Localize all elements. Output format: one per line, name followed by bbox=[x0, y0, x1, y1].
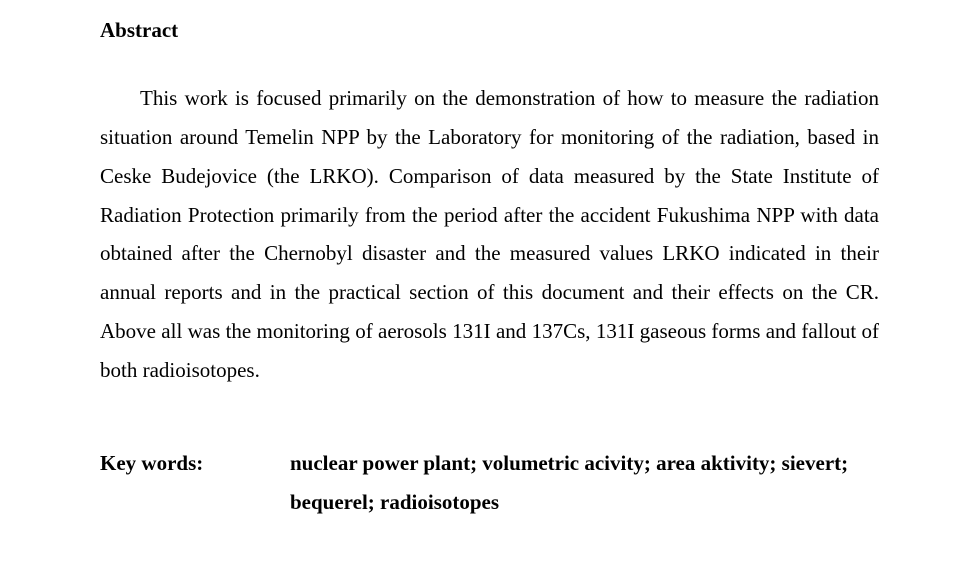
abstract-heading: Abstract bbox=[100, 18, 879, 43]
page-container: Abstract This work is focused primarily … bbox=[0, 0, 959, 587]
keywords-label: Key words: bbox=[100, 444, 290, 483]
keywords-block: Key words: nuclear power plant; volumetr… bbox=[100, 444, 879, 522]
abstract-body: This work is focused primarily on the de… bbox=[100, 79, 879, 390]
keywords-values: nuclear power plant; volumetric acivity;… bbox=[290, 444, 879, 522]
